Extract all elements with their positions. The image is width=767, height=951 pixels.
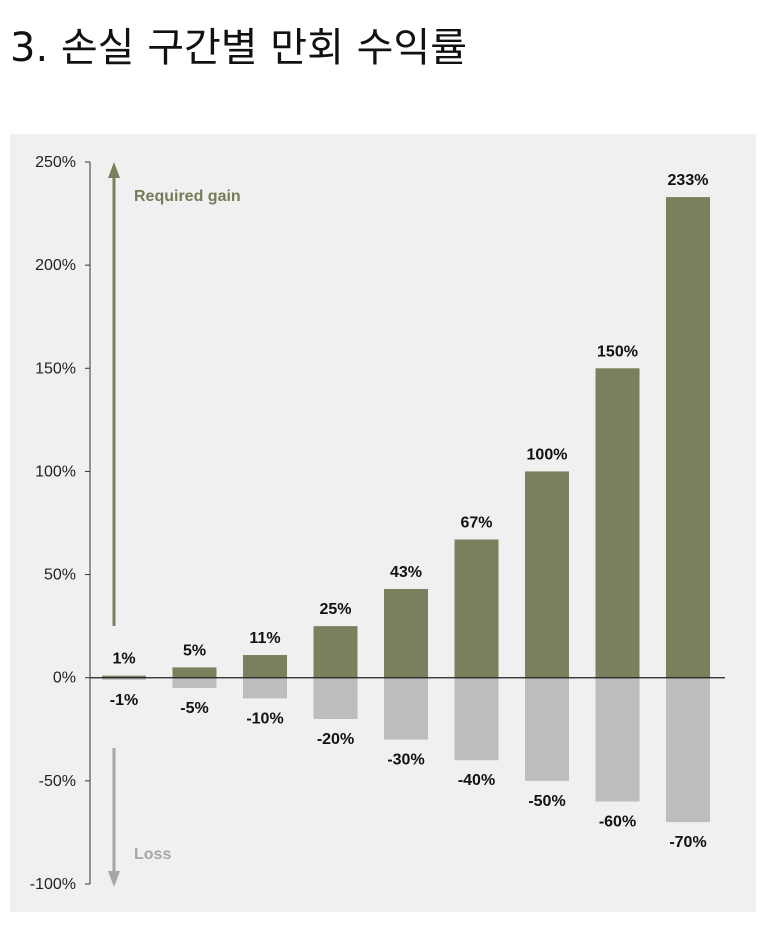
gain-data-label: 43%: [390, 564, 422, 581]
gain-bar: [666, 197, 710, 678]
loss-data-label: -1%: [110, 692, 138, 709]
gain-data-label: 233%: [668, 172, 709, 189]
loss-bar: [102, 677, 146, 680]
loss-bar: [595, 677, 640, 802]
gain-data-label: 150%: [597, 343, 638, 360]
y-tick-label: -100%: [30, 876, 76, 893]
gain-data-label: 100%: [527, 446, 568, 463]
gain-bar: [243, 655, 287, 678]
loss-arrowhead: [108, 871, 120, 887]
loss-bar: [384, 677, 428, 740]
y-tick-label: 50%: [44, 567, 76, 584]
loss-data-label: -20%: [317, 731, 354, 748]
loss-annotation: Loss: [134, 846, 171, 863]
y-tick-label: 200%: [35, 257, 76, 274]
chart: 250% 200% 150% 100% 50% 0% -50% -100% 1% 5% 11% 25%…: [30, 154, 725, 893]
chart-panel: 250% 200% 150% 100% 50% 0% -50% -100% 1% 5% 11% 25%…: [10, 134, 756, 912]
gain-data-label: 11%: [249, 630, 280, 647]
gain-bar: [525, 471, 569, 678]
gain-data-label: 67%: [460, 515, 492, 532]
y-tick-label: 250%: [35, 154, 76, 171]
loss-bar: [313, 677, 358, 719]
gain-bar: [384, 589, 428, 678]
gain-bar: [172, 667, 217, 678]
page-title: 3. 손실 구간별 만회 수익률: [10, 25, 468, 71]
loss-bar: [243, 677, 287, 699]
loss-bar: [666, 677, 710, 823]
y-tick-label: 0%: [53, 670, 76, 687]
gain-data-label: 25%: [319, 601, 351, 618]
gain-bar: [313, 626, 358, 678]
loss-data-label: -50%: [528, 793, 565, 810]
gain-data-label: 1%: [112, 651, 135, 668]
loss-data-label: -30%: [387, 752, 424, 769]
loss-data-label: -70%: [669, 834, 706, 851]
required-gain-arrowhead: [108, 162, 120, 178]
loss-bar: [525, 677, 569, 781]
gain-bar: [454, 539, 499, 678]
required-gain-annotation: Required gain: [134, 188, 241, 205]
loss-bar: [172, 677, 217, 689]
y-tick-label: -50%: [39, 773, 76, 790]
gain-bar: [102, 675, 146, 678]
loss-data-label: -5%: [180, 700, 208, 717]
y-tick-label: 150%: [35, 360, 76, 377]
loss-data-label: -10%: [246, 710, 283, 727]
y-tick-label: 100%: [35, 463, 76, 480]
gain-data-label: 5%: [183, 642, 206, 659]
gain-bar: [595, 368, 640, 678]
loss-data-label: -40%: [458, 772, 495, 789]
loss-bar: [454, 677, 499, 761]
loss-data-label: -60%: [599, 813, 636, 830]
